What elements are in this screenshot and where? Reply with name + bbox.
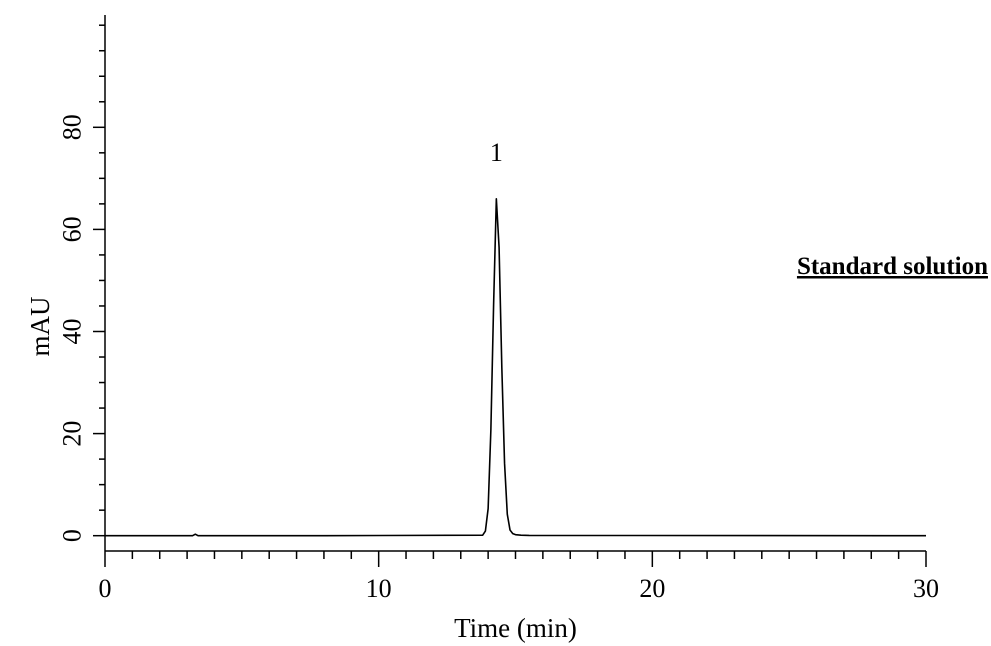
y-tick-label: 0 (58, 529, 87, 542)
y-tick-label: 40 (58, 318, 87, 344)
y-tick-label: 20 (58, 421, 87, 447)
x-axis-label: Time (min) (454, 613, 577, 643)
peak-label: 1 (490, 138, 503, 167)
x-tick-label: 30 (913, 574, 939, 603)
y-axis: 0 20 40 60 80 (58, 15, 106, 551)
chromatogram-trace (105, 197, 927, 537)
x-tick-label: 10 (366, 574, 392, 603)
x-tick-label: 20 (639, 574, 665, 603)
y-axis-label: mAU (25, 296, 55, 356)
x-axis: 0 10 20 30 (99, 550, 939, 603)
series-line (105, 197, 927, 537)
y-tick-label: 60 (58, 216, 87, 242)
peak-labels: 1 (490, 138, 503, 167)
sample-annotation: Standard solution (797, 253, 988, 280)
y-tick-label: 80 (58, 114, 87, 140)
x-axis-ticks: 0 10 20 30 (99, 551, 939, 603)
x-tick-label: 0 (99, 574, 112, 603)
y-axis-ticks: 0 20 40 60 80 (58, 24, 105, 542)
